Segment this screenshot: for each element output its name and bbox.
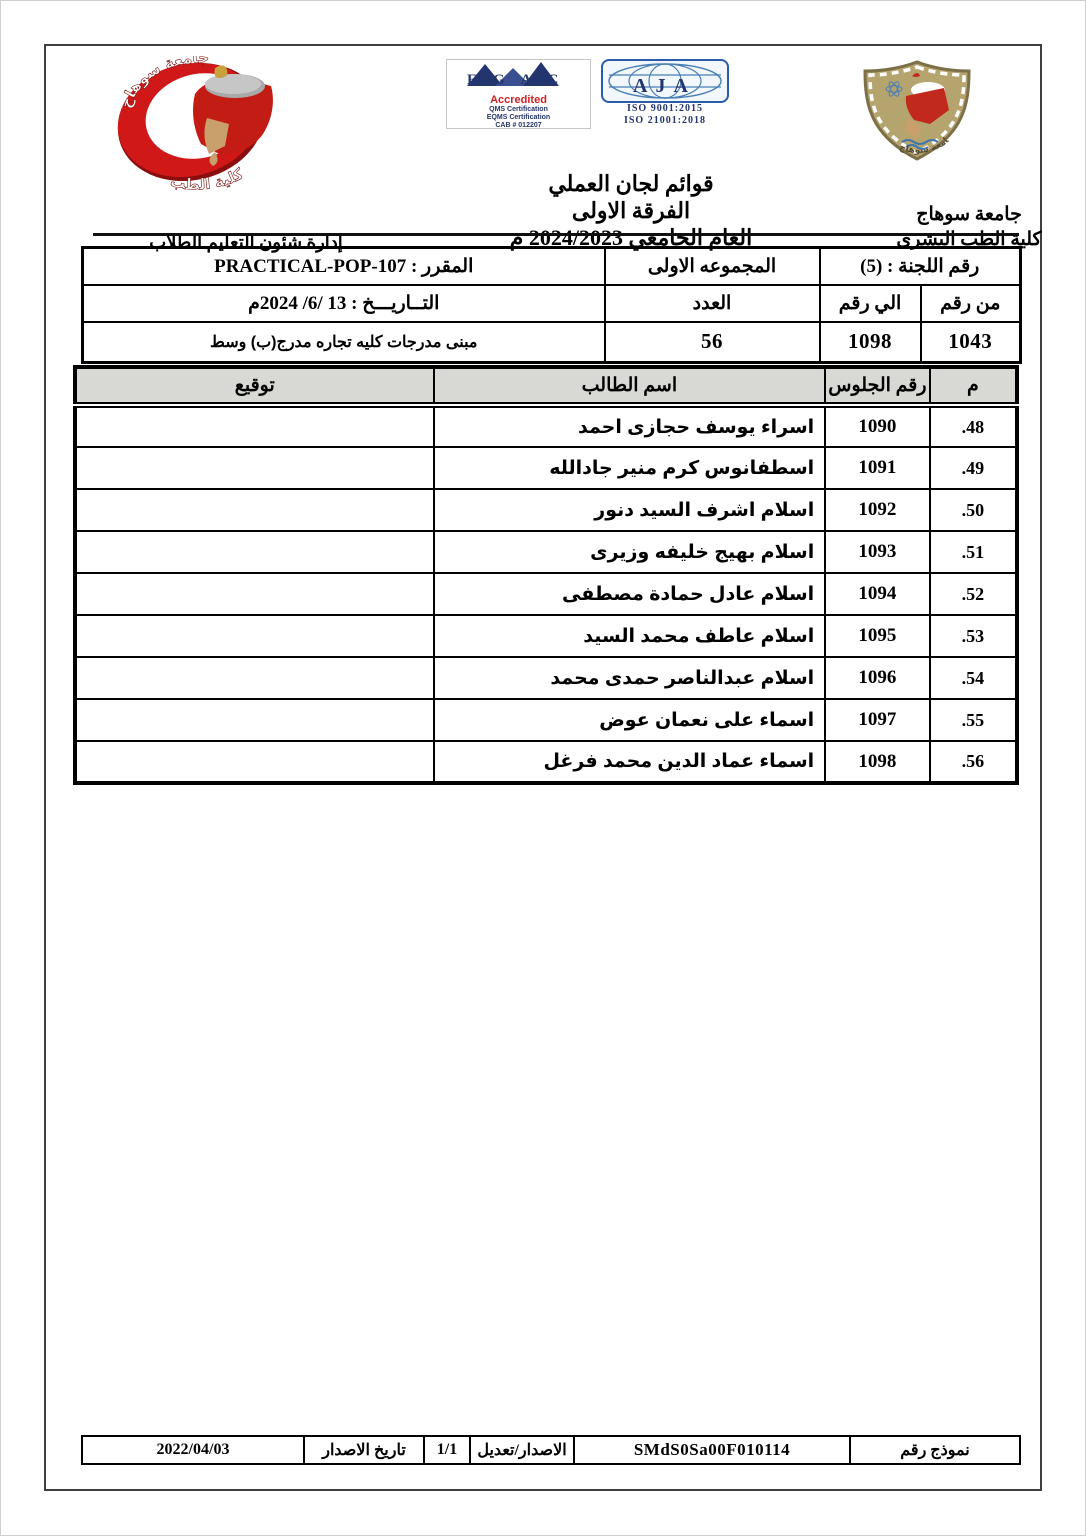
signature-cell bbox=[74, 488, 435, 532]
student-serial: 56. bbox=[928, 740, 1019, 784]
aja-globe-icon: AJA bbox=[608, 63, 722, 99]
signature-cell bbox=[74, 404, 435, 448]
student-serial: 49. bbox=[928, 446, 1019, 490]
water-waves-icon bbox=[901, 139, 939, 150]
university-name: جامعة سوهاج bbox=[916, 204, 1022, 225]
exam-location-cell: مبنى مدرجات كليه تجاره مدرج(ب) وسط bbox=[81, 320, 606, 364]
form-footer-table: نموذج رقم SMdS0Sa00F010114 الاصدار/تعديل… bbox=[81, 1435, 1021, 1465]
student-name: اسطفانوس كرم منير جادالله bbox=[432, 446, 827, 490]
pharaoh-face bbox=[204, 118, 229, 154]
signature-cell bbox=[74, 614, 435, 658]
student-serial: 50. bbox=[928, 488, 1019, 532]
student-name: اسماء على نعمان عوض bbox=[432, 698, 827, 742]
egac-accreditation-logo: EGAC Accredited QMS Certification EQMS C… bbox=[446, 59, 591, 129]
student-row: 49. 1091 اسطفانوس كرم منير جادالله bbox=[74, 446, 1019, 490]
group-cell: المجموعه الاولى bbox=[603, 246, 821, 286]
col-header-seat: رقم الجلوس bbox=[824, 366, 931, 408]
student-seat-number: 1097 bbox=[824, 698, 931, 742]
col-header-signature: توقيع bbox=[74, 366, 435, 408]
title-line-3: العام الجامعي 2024/2023 م bbox=[509, 225, 753, 250]
student-name: اسماء عماد الدين محمد فرغل bbox=[432, 740, 827, 784]
from-number-label: من رقم bbox=[919, 283, 1022, 323]
sohag-university-shield-logo: جامعة سوهاج bbox=[856, 58, 971, 161]
course-cell: المقرر : PRACTICAL-POP-107 bbox=[81, 246, 606, 286]
student-serial: 53. bbox=[928, 614, 1019, 658]
egac-cert-line3: CAB # 012207 bbox=[495, 122, 542, 129]
student-seat-number: 1098 bbox=[824, 740, 931, 784]
student-name: اسلام اشرف السيد دنور bbox=[432, 488, 827, 532]
form-number-label: نموذج رقم bbox=[849, 1435, 1021, 1465]
count-label: العدد bbox=[603, 283, 821, 323]
col-header-name: اسم الطالب bbox=[432, 366, 827, 408]
from-number-value: 1043 bbox=[919, 320, 1022, 364]
signature-cell bbox=[74, 572, 435, 616]
student-serial: 52. bbox=[928, 572, 1019, 616]
student-row: 56. 1098 اسماء عماد الدين محمد فرغل bbox=[74, 740, 1019, 784]
student-row: 53. 1095 اسلام عاطف محمد السيد bbox=[74, 614, 1019, 658]
document-titles: قوائم لجان العملي الفرقة الاولى العام ال… bbox=[446, 170, 816, 251]
student-row: 48. 1090 اسراء يوسف حجازى احمد bbox=[74, 404, 1019, 448]
egac-cert-line2: EQMS Certification bbox=[486, 114, 551, 121]
students-table: م رقم الجلوس اسم الطالب توقيع 48. 1090 ا… bbox=[73, 365, 1019, 785]
count-value: 56 bbox=[603, 320, 821, 364]
student-seat-number: 1091 bbox=[824, 446, 931, 490]
faculty-of-medicine-crescent-logo: جامعة سوهاج كلية الطب bbox=[116, 56, 273, 192]
egac-cert-line1: QMS Certification bbox=[489, 106, 548, 113]
egac-mountains-icon: EGAC bbox=[467, 62, 574, 88]
student-name: اسلام عادل حمادة مصطفى bbox=[432, 572, 827, 616]
student-serial: 55. bbox=[928, 698, 1019, 742]
egac-accredited-label: Accredited bbox=[490, 94, 547, 106]
signature-cell bbox=[74, 530, 435, 574]
student-row: 50. 1092 اسلام اشرف السيد دنور bbox=[74, 488, 1019, 532]
signature-cell bbox=[74, 698, 435, 742]
signature-cell bbox=[74, 446, 435, 490]
page-border-frame: جامعة سوهاج كلية الطب إدارة شئون التعليم… bbox=[44, 44, 1042, 1491]
issue-revision-label: الاصدار/تعديل bbox=[469, 1435, 575, 1465]
exam-date-cell: التــاريـــخ : 13 /6/ 2024م bbox=[81, 283, 606, 323]
student-seat-number: 1093 bbox=[824, 530, 931, 574]
student-serial: 48. bbox=[928, 404, 1019, 448]
signature-cell bbox=[74, 740, 435, 784]
student-row: 54. 1096 اسلام عبدالناصر حمدى محمد bbox=[74, 656, 1019, 700]
student-name: اسلام بهيج خليفه وزيرى bbox=[432, 530, 827, 574]
title-line-2: الفرقة الاولى bbox=[571, 198, 691, 223]
aja-letters: AJA bbox=[633, 75, 696, 97]
committee-info-table: رقم اللجنة : (5) المجموعه الاولى المقرر … bbox=[81, 246, 1022, 364]
aja-iso-logo: AJA ISO 9001:2015 ISO 21001:2018 bbox=[599, 59, 731, 129]
atom-icon bbox=[885, 81, 903, 97]
student-name: اسراء يوسف حجازى احمد bbox=[432, 404, 827, 448]
header-divider-rule bbox=[93, 233, 1019, 236]
student-seat-number: 1094 bbox=[824, 572, 931, 616]
student-serial: 54. bbox=[928, 656, 1019, 700]
mace-ornament bbox=[214, 65, 228, 78]
form-code-value: SMdS0Sa00F010114 bbox=[573, 1435, 851, 1465]
student-seat-number: 1090 bbox=[824, 404, 931, 448]
issue-revision-value: 1/1 bbox=[423, 1435, 471, 1465]
student-seat-number: 1095 bbox=[824, 614, 931, 658]
aja-iso-line2: ISO 21001:2018 bbox=[623, 115, 707, 126]
student-seat-number: 1096 bbox=[824, 656, 931, 700]
svg-text:EGAC: EGAC bbox=[467, 72, 574, 88]
aja-iso-line1: ISO 9001:2015 bbox=[626, 103, 704, 114]
student-name: اسلام عاطف محمد السيد bbox=[432, 614, 827, 658]
student-serial: 51. bbox=[928, 530, 1019, 574]
student-name: اسلام عبدالناصر حمدى محمد bbox=[432, 656, 827, 700]
student-seat-number: 1092 bbox=[824, 488, 931, 532]
university-name-block: جامعة سوهاج كلية الطب البشرى bbox=[874, 202, 1064, 252]
student-row: 51. 1093 اسلام بهيج خليفه وزيرى bbox=[74, 530, 1019, 574]
student-row: 52. 1094 اسلام عادل حمادة مصطفى bbox=[74, 572, 1019, 616]
signature-cell bbox=[74, 656, 435, 700]
student-row: 55. 1097 اسماء على نعمان عوض bbox=[74, 698, 1019, 742]
committee-number-cell: رقم اللجنة : (5) bbox=[818, 246, 1022, 286]
to-number-label: الي رقم bbox=[818, 283, 922, 323]
issue-date-value: 2022/04/03 bbox=[81, 1435, 305, 1465]
issue-date-label: تاريخ الاصدار bbox=[303, 1435, 425, 1465]
title-line-1: قوائم لجان العملي bbox=[548, 171, 714, 196]
col-header-serial: م bbox=[928, 366, 1019, 408]
to-number-value: 1098 bbox=[818, 320, 922, 364]
